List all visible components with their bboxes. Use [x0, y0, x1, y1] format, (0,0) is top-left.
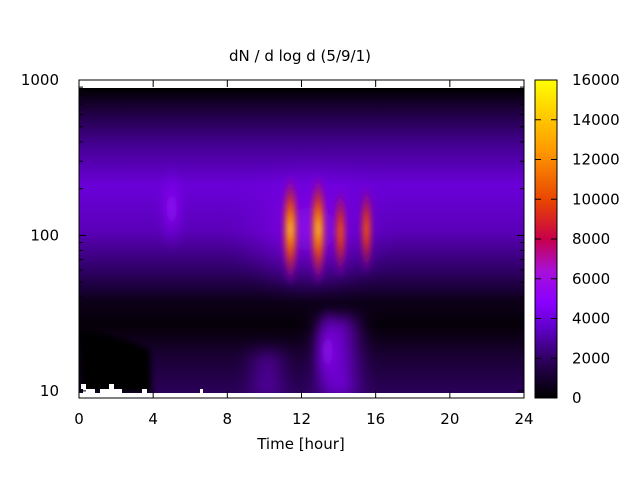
colorbar-tick-label: 10000	[572, 190, 620, 208]
x-tick-label: 20	[440, 410, 459, 428]
missing-data-cell	[100, 389, 122, 393]
y-axis: 10 100 1000	[21, 71, 524, 400]
y-tick-label: 10	[40, 382, 59, 400]
colorbar-tick-label: 6000	[572, 270, 610, 288]
colorbar-tick-label: 12000	[572, 151, 620, 169]
missing-data-cell	[109, 384, 114, 389]
y-tick-label: 100	[30, 226, 59, 244]
colorbar-tick-label: 2000	[572, 349, 610, 367]
heatmap-band	[155, 164, 188, 253]
plume-band	[242, 351, 293, 393]
x-tick-label: 12	[292, 410, 311, 428]
colorbar: 0 2000 4000 6000 8000 10000 12000 14000 16000	[534, 71, 620, 407]
x-tick-label: 0	[74, 410, 84, 428]
chart-title: dN / d log d (5/9/1)	[229, 47, 371, 65]
x-axis-title: Time [hour]	[256, 435, 345, 453]
missing-data-cell	[142, 389, 147, 393]
colorbar-tick-label: 4000	[572, 310, 610, 328]
x-axis: 0 4 8 12 16 20 24	[74, 80, 534, 428]
low-count-region	[79, 330, 152, 393]
x-tick-label: 24	[514, 410, 533, 428]
x-tick-label: 4	[148, 410, 158, 428]
heatmap-band	[311, 307, 344, 393]
missing-data-cell	[81, 384, 86, 389]
missing-data-cell	[83, 389, 95, 393]
colorbar-tick-label: 16000	[572, 71, 620, 89]
y-tick-label: 1000	[21, 71, 59, 89]
colorbar-tick-label: 0	[572, 389, 582, 407]
colorbar-tick-label: 8000	[572, 230, 610, 248]
heatmap-band	[309, 171, 328, 288]
x-tick-label: 16	[366, 410, 385, 428]
heatmap-band	[281, 171, 300, 288]
heatmap-band	[333, 184, 348, 281]
colorbar-tick-label: 14000	[572, 111, 620, 129]
heatmap-band	[359, 181, 374, 278]
plot-area	[78, 79, 525, 399]
x-tick-label: 8	[223, 410, 233, 428]
missing-data-cell	[200, 389, 203, 393]
